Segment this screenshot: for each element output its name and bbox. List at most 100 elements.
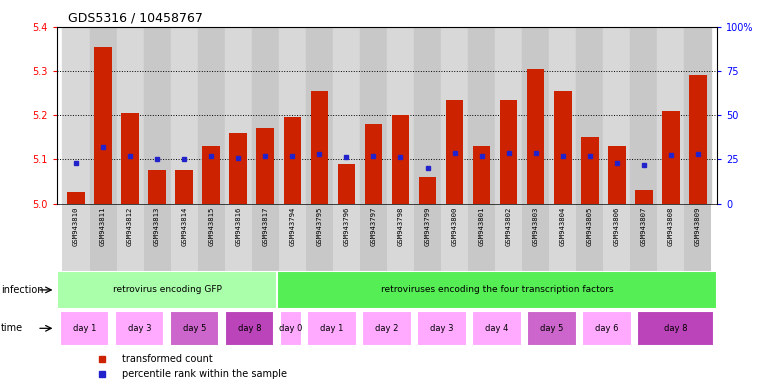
Text: GSM943802: GSM943802 (505, 207, 511, 246)
Bar (175, 170, 193, 204)
Bar (94, 47, 112, 204)
Text: GSM943806: GSM943806 (614, 207, 619, 246)
Text: day 3: day 3 (430, 324, 454, 333)
Bar (115, 311, 164, 346)
Bar (414, 27, 441, 204)
Bar (90, 204, 116, 271)
Text: GSM943807: GSM943807 (641, 207, 647, 246)
Text: GSM943799: GSM943799 (425, 207, 431, 246)
Bar (279, 204, 306, 271)
Bar (387, 204, 414, 271)
Text: day 8: day 8 (237, 324, 261, 333)
Bar (121, 113, 139, 204)
Bar (522, 204, 549, 271)
Bar (224, 311, 274, 346)
Bar (90, 27, 116, 204)
Text: day 2: day 2 (375, 324, 399, 333)
Bar (472, 311, 522, 346)
Bar (198, 204, 224, 271)
Bar (57, 271, 277, 309)
Text: day 3: day 3 (128, 324, 151, 333)
Bar (468, 27, 495, 204)
Text: GSM943803: GSM943803 (533, 207, 539, 246)
Text: GSM943815: GSM943815 (209, 207, 214, 246)
Text: GSM943810: GSM943810 (73, 207, 79, 246)
Text: GSM943798: GSM943798 (397, 207, 403, 246)
Text: GSM943795: GSM943795 (317, 207, 323, 246)
Bar (306, 204, 333, 271)
Bar (144, 204, 170, 271)
Text: retroviruses encoding the four transcription factors: retroviruses encoding the four transcrip… (380, 285, 613, 295)
Text: day 5: day 5 (183, 324, 206, 333)
Text: GSM943805: GSM943805 (587, 207, 593, 246)
Bar (202, 146, 220, 204)
Text: day 6: day 6 (595, 324, 619, 333)
Bar (630, 27, 658, 204)
Bar (67, 192, 84, 204)
Bar (392, 115, 409, 204)
Bar (603, 204, 630, 271)
Bar (603, 27, 630, 204)
Bar (576, 204, 603, 271)
Text: GSM943814: GSM943814 (181, 207, 187, 246)
Bar (170, 311, 219, 346)
Text: transformed count: transformed count (123, 354, 213, 364)
Bar (198, 27, 224, 204)
Bar (284, 118, 301, 204)
Text: GSM943813: GSM943813 (154, 207, 160, 246)
Bar (495, 204, 522, 271)
Text: GSM943808: GSM943808 (668, 207, 674, 246)
Bar (306, 27, 333, 204)
Bar (362, 311, 412, 346)
Bar (522, 27, 549, 204)
Bar (662, 111, 680, 204)
Bar (446, 100, 463, 204)
Bar (224, 204, 252, 271)
Bar (576, 27, 603, 204)
Bar (658, 204, 684, 271)
Text: day 1: day 1 (320, 324, 344, 333)
Text: GSM943797: GSM943797 (371, 207, 377, 246)
Text: time: time (1, 323, 23, 333)
Bar (170, 204, 198, 271)
Text: retrovirus encoding GFP: retrovirus encoding GFP (113, 285, 221, 295)
Bar (365, 124, 382, 204)
Text: day 4: day 4 (486, 324, 508, 333)
Bar (637, 311, 714, 346)
Text: day 5: day 5 (540, 324, 564, 333)
Bar (116, 204, 144, 271)
Bar (635, 190, 653, 204)
Text: percentile rank within the sample: percentile rank within the sample (123, 369, 288, 379)
Text: GSM943801: GSM943801 (479, 207, 485, 246)
Bar (252, 204, 279, 271)
Bar (333, 204, 360, 271)
Bar (333, 27, 360, 204)
Bar (224, 27, 252, 204)
Bar (307, 311, 357, 346)
Text: infection: infection (1, 285, 43, 295)
Bar (310, 91, 328, 204)
Bar (684, 27, 712, 204)
Bar (62, 27, 90, 204)
Bar (658, 27, 684, 204)
Bar (608, 146, 626, 204)
Text: GSM943816: GSM943816 (235, 207, 241, 246)
Bar (338, 164, 355, 204)
Bar (527, 69, 544, 204)
Text: GSM943800: GSM943800 (451, 207, 457, 246)
Bar (549, 204, 576, 271)
Bar (527, 311, 577, 346)
Bar (170, 27, 198, 204)
Text: day 0: day 0 (279, 324, 302, 333)
Bar (684, 204, 712, 271)
Bar (360, 204, 387, 271)
Bar (468, 204, 495, 271)
Text: GSM943804: GSM943804 (560, 207, 565, 246)
Bar (689, 76, 707, 204)
Bar (148, 170, 166, 204)
Bar (554, 91, 572, 204)
Bar (495, 27, 522, 204)
Bar (62, 204, 90, 271)
Bar (387, 27, 414, 204)
Bar (473, 146, 490, 204)
